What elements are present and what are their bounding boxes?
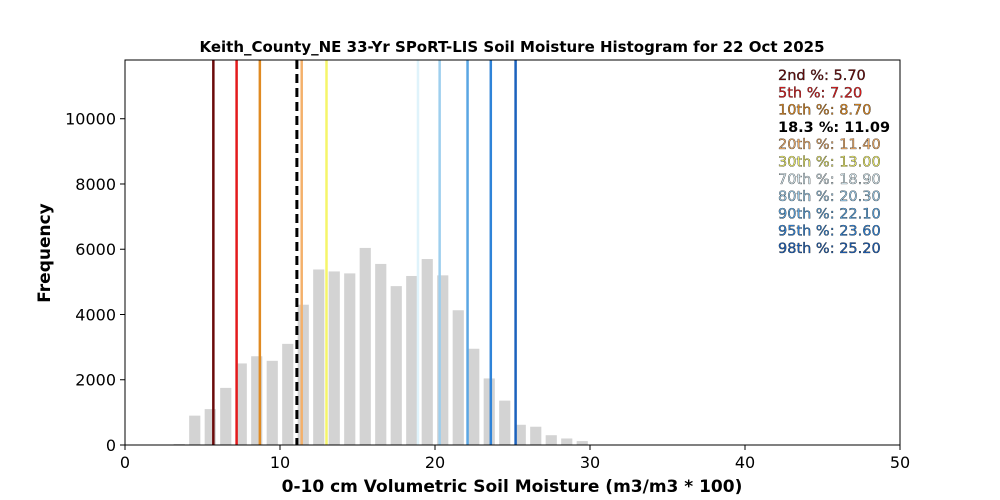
percentile-lines [212,60,517,445]
x-tick-label: 20 [425,453,445,472]
x-axis-label: 0-10 cm Volumetric Soil Moisture (m3/m3 … [282,477,743,497]
y-tick-label: 4000 [75,305,116,324]
histogram-bar [421,259,433,445]
histogram-bar [483,378,495,445]
x-tick-label: 0 [120,453,130,472]
legend-entry: 98th %: 25.20 [778,241,881,257]
histogram-bar [220,387,232,445]
histogram-bars [173,247,588,445]
histogram-bar [576,441,588,445]
y-axis-label: Frequency [35,203,55,303]
histogram-bar [344,273,356,445]
histogram-bar [406,275,418,445]
y-tick-label: 8000 [75,175,116,194]
histogram-bar [437,275,449,445]
histogram-bar [204,409,216,445]
legend-entry: 95th %: 23.60 [778,224,881,240]
histogram-bar [189,415,201,445]
histogram-bar [452,310,464,445]
legend-entry: 90th %: 22.10 [778,206,881,222]
y-tick-label: 10000 [65,110,116,129]
histogram-bar [297,304,309,445]
y-tick-label: 0 [106,436,116,455]
x-tick-label: 50 [890,453,910,472]
x-tick-label: 40 [735,453,755,472]
histogram-bar [266,360,278,445]
legend-entry: 10th %: 8.70 [778,103,872,119]
histogram-bar [359,247,371,445]
histogram-bar [375,263,387,445]
histogram-bar [499,400,511,445]
y-tick-label: 2000 [75,371,116,390]
legend-entry: 70th %: 18.90 [778,172,881,188]
histogram-bar [390,286,402,445]
x-tick-label: 10 [270,453,290,472]
legend-entry: 30th %: 13.00 [778,155,881,171]
histogram-bar [530,426,542,445]
chart-title: Keith_County_NE 33-Yr SPoRT-LIS Soil Moi… [199,38,824,56]
plot-frame [124,59,901,446]
legend-entry: 18.3 %: 11.09 [778,120,890,136]
x-tick-label: 30 [580,453,600,472]
histogram-bar [313,269,325,445]
histogram-bar [468,348,480,445]
histogram-bar [328,271,340,445]
y-axis-ticks: 0 2000 4000 6000 8000 10000 [65,110,125,455]
legend-entry: 20th %: 11.40 [778,137,881,153]
histogram-bar [282,343,294,445]
histogram-bar [235,363,247,445]
histogram-bar [251,356,263,445]
legend-entry: 2nd %: 5.70 [778,68,866,84]
x-axis-ticks: 0 10 20 30 40 50 [120,445,910,472]
histogram-bar [561,438,573,445]
legend-entry: 5th %: 7.20 [778,85,862,101]
histogram-bar [545,435,557,445]
histogram-bar [514,424,526,445]
legend-entry: 80th %: 20.30 [778,189,881,205]
y-tick-label: 6000 [75,240,116,259]
